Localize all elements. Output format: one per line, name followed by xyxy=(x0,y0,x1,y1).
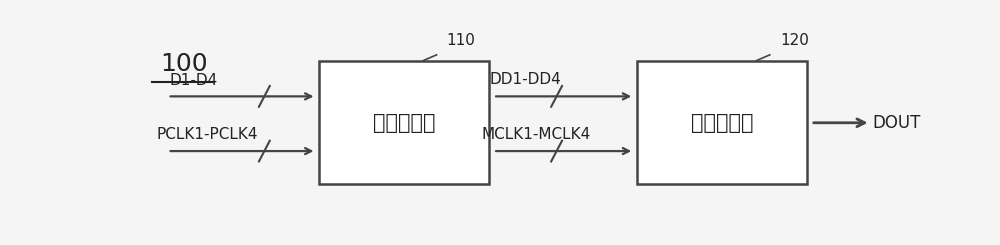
Bar xyxy=(319,61,489,184)
Text: PCLK1-PCLK4: PCLK1-PCLK4 xyxy=(156,127,258,142)
Text: 主缓冲器级: 主缓冲器级 xyxy=(690,113,753,133)
Bar xyxy=(637,61,807,184)
Text: 预缓冲器级: 预缓冲器级 xyxy=(373,113,435,133)
Text: DD1-DD4: DD1-DD4 xyxy=(489,72,561,87)
Text: D1-D4: D1-D4 xyxy=(170,73,218,88)
Text: DOUT: DOUT xyxy=(873,114,921,132)
Text: 120: 120 xyxy=(780,33,809,48)
Text: 110: 110 xyxy=(447,33,476,48)
Text: 100: 100 xyxy=(160,52,208,76)
Text: MCLK1-MCLK4: MCLK1-MCLK4 xyxy=(482,127,591,142)
